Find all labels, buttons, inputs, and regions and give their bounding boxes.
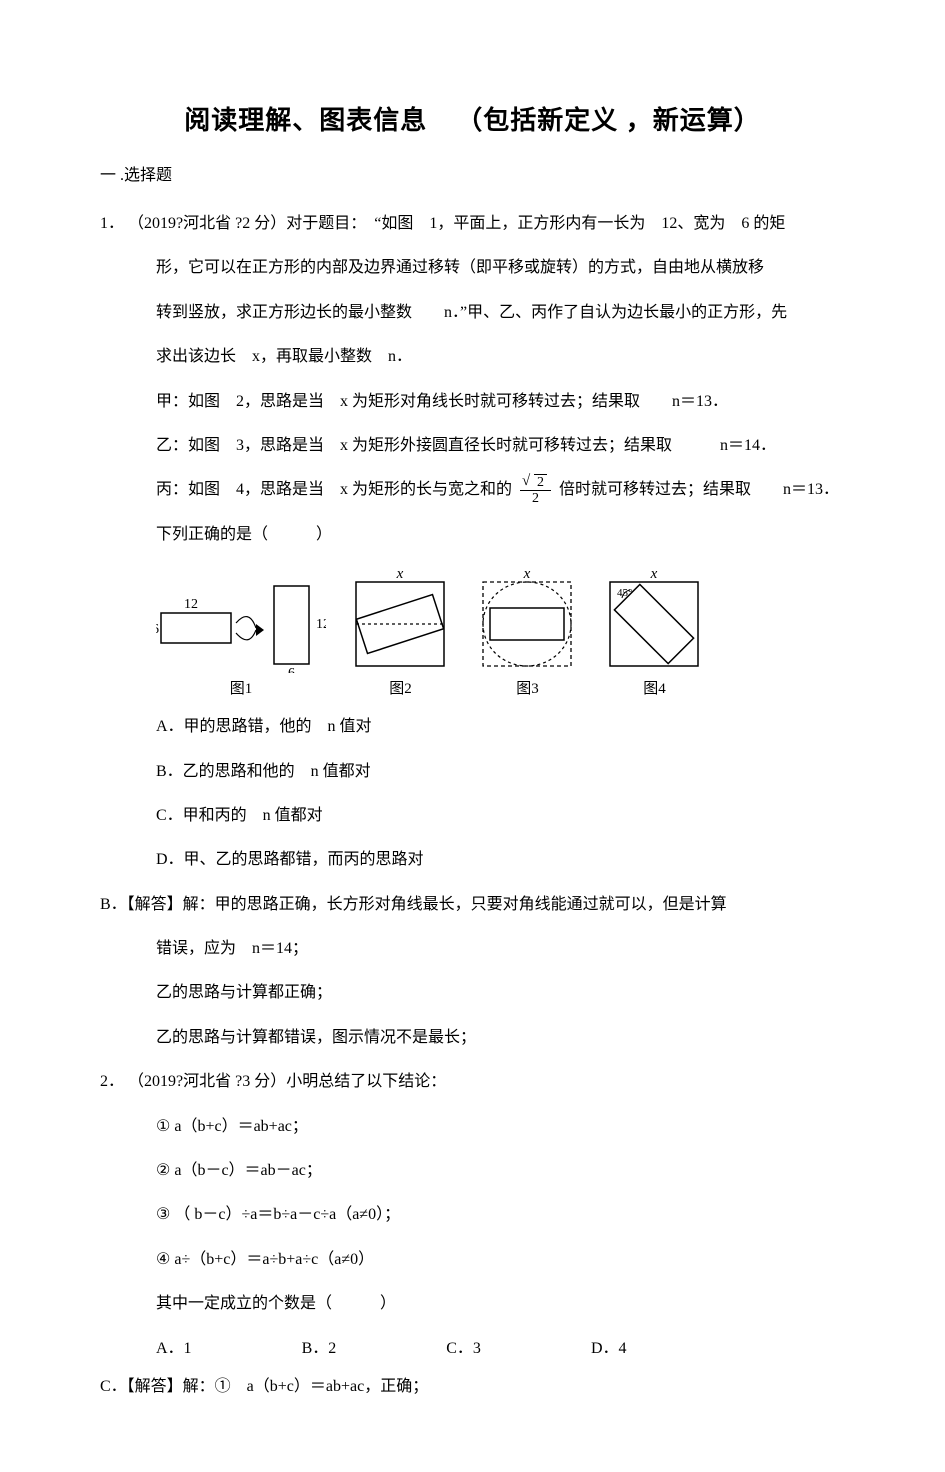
- figure-3: x 图3: [475, 568, 580, 698]
- figure-3-svg: x: [475, 568, 580, 673]
- q2-item-2: ② a（b－c）＝ab－ac；: [100, 1152, 845, 1190]
- q2-option-a: A．1: [156, 1330, 192, 1368]
- q2-item-3: ③ （ b－c）÷a＝b÷a－c÷a（a≠0）；: [100, 1196, 845, 1234]
- q2-answer: C．【解答】解：① a（b+c）＝ab+ac，正确；: [100, 1368, 845, 1406]
- figure-1-svg: 12 6 12 6: [156, 578, 326, 673]
- svg-text:6: 6: [156, 622, 159, 637]
- q2-option-b: B．2: [302, 1330, 337, 1368]
- figure-1: 12 6 12 6 图1: [156, 578, 326, 698]
- q1-stem-line: 形，它可以在正方形的内部及边界通过移转（即平移或旋转）的方式，自由地从横放移: [100, 249, 845, 287]
- q2-item-4: ④ a÷（b+c）＝a÷b+a÷c（a≠0）: [100, 1241, 845, 1279]
- circled-4: ④: [156, 1251, 170, 1268]
- circled-1: ①: [156, 1118, 170, 1135]
- figure-2-caption: 图2: [348, 677, 453, 698]
- q2-item-1: ① a（b+c）＝ab+ac；: [100, 1108, 845, 1146]
- q1-number: 1．: [100, 215, 124, 232]
- svg-text:x: x: [396, 568, 404, 582]
- title-main: 阅读理解、图表信息: [184, 106, 427, 135]
- figure-4-svg: x 45°: [602, 568, 707, 673]
- q1-yi: 乙：如图 3，思路是当 x 为矩形外接圆直径长时就可移转过去；结果取 n＝14．: [100, 427, 845, 465]
- figure-4: x 45° 图4: [602, 568, 707, 698]
- q1-option-a: A．甲的思路错，他的 n 值对: [100, 708, 845, 746]
- figure-4-caption: 图4: [602, 677, 707, 698]
- q1-stem-line: 求出该边长 x，再取最小整数 n．: [100, 338, 845, 376]
- title-paren: （包括新定义 ，新运算）: [456, 106, 761, 135]
- q1-stem-line: 1． （2019?河北省 ?2 分）对于题目： “如图 1，平面上，正方形内有一…: [100, 205, 845, 243]
- q1-stem-line: 转到竖放，求正方形边长的最小整数 n．”甲、乙、丙作了自认为边长最小的正方形，先: [100, 294, 845, 332]
- figure-3-caption: 图3: [475, 677, 580, 698]
- q1-jia: 甲：如图 2，思路是当 x 为矩形对角线长时就可移转过去；结果取 n＝13．: [100, 383, 845, 421]
- q2-stem: 2． （2019?河北省 ?3 分）小明总结了以下结论：: [100, 1063, 845, 1101]
- fraction-sqrt2-over-2: 2 2: [520, 475, 551, 507]
- figure-2-svg: x: [348, 568, 453, 673]
- q1-answer-line: 乙的思路与计算都正确；: [100, 974, 845, 1012]
- q2-option-c: C．3: [446, 1330, 481, 1368]
- q1-answer-line: 乙的思路与计算都错误，图示情况不是最长；: [100, 1019, 845, 1057]
- page-title: 阅读理解、图表信息 （包括新定义 ，新运算）: [100, 100, 845, 137]
- q1-answer-line: B．【解答】解：甲的思路正确，长方形对角线最长，只要对角线能通过就可以，但是计算: [100, 886, 845, 924]
- svg-text:6: 6: [288, 666, 295, 673]
- svg-text:12: 12: [316, 617, 326, 632]
- q1-answer-line: 错误，应为 n＝14；: [100, 930, 845, 968]
- figure-1-caption: 图1: [156, 677, 326, 698]
- q2-question: 其中一定成立的个数是（ ）: [100, 1285, 845, 1323]
- svg-text:12: 12: [184, 597, 198, 612]
- circled-3: ③: [156, 1206, 170, 1223]
- section-heading: 一 .选择题: [100, 161, 845, 185]
- q1-option-d: D．甲、乙的思路都错，而丙的思路对: [100, 841, 845, 879]
- q1-option-c: C．甲和丙的 n 值都对: [100, 797, 845, 835]
- q1-bing: 丙：如图 4，思路是当 x 为矩形的长与宽之和的 2 2 倍时就可移转过去；结果…: [100, 471, 845, 509]
- q2-option-d: D．4: [591, 1330, 627, 1368]
- q2-number: 2．: [100, 1073, 124, 1090]
- figures-row: 12 6 12 6 图1 x: [156, 568, 845, 698]
- svg-text:x: x: [523, 568, 531, 582]
- document-page: 阅读理解、图表信息 （包括新定义 ，新运算） 一 .选择题 1． （2019?河…: [0, 0, 945, 1472]
- q1-question: 下列正确的是（ ）: [100, 516, 845, 554]
- circled-2: ②: [156, 1162, 170, 1179]
- figure-2: x 图2: [348, 568, 453, 698]
- svg-text:x: x: [650, 568, 658, 582]
- q2-options-row: A．1 B．2 C．3 D．4: [100, 1330, 845, 1368]
- q1-option-b: B．乙的思路和他的 n 值都对: [100, 753, 845, 791]
